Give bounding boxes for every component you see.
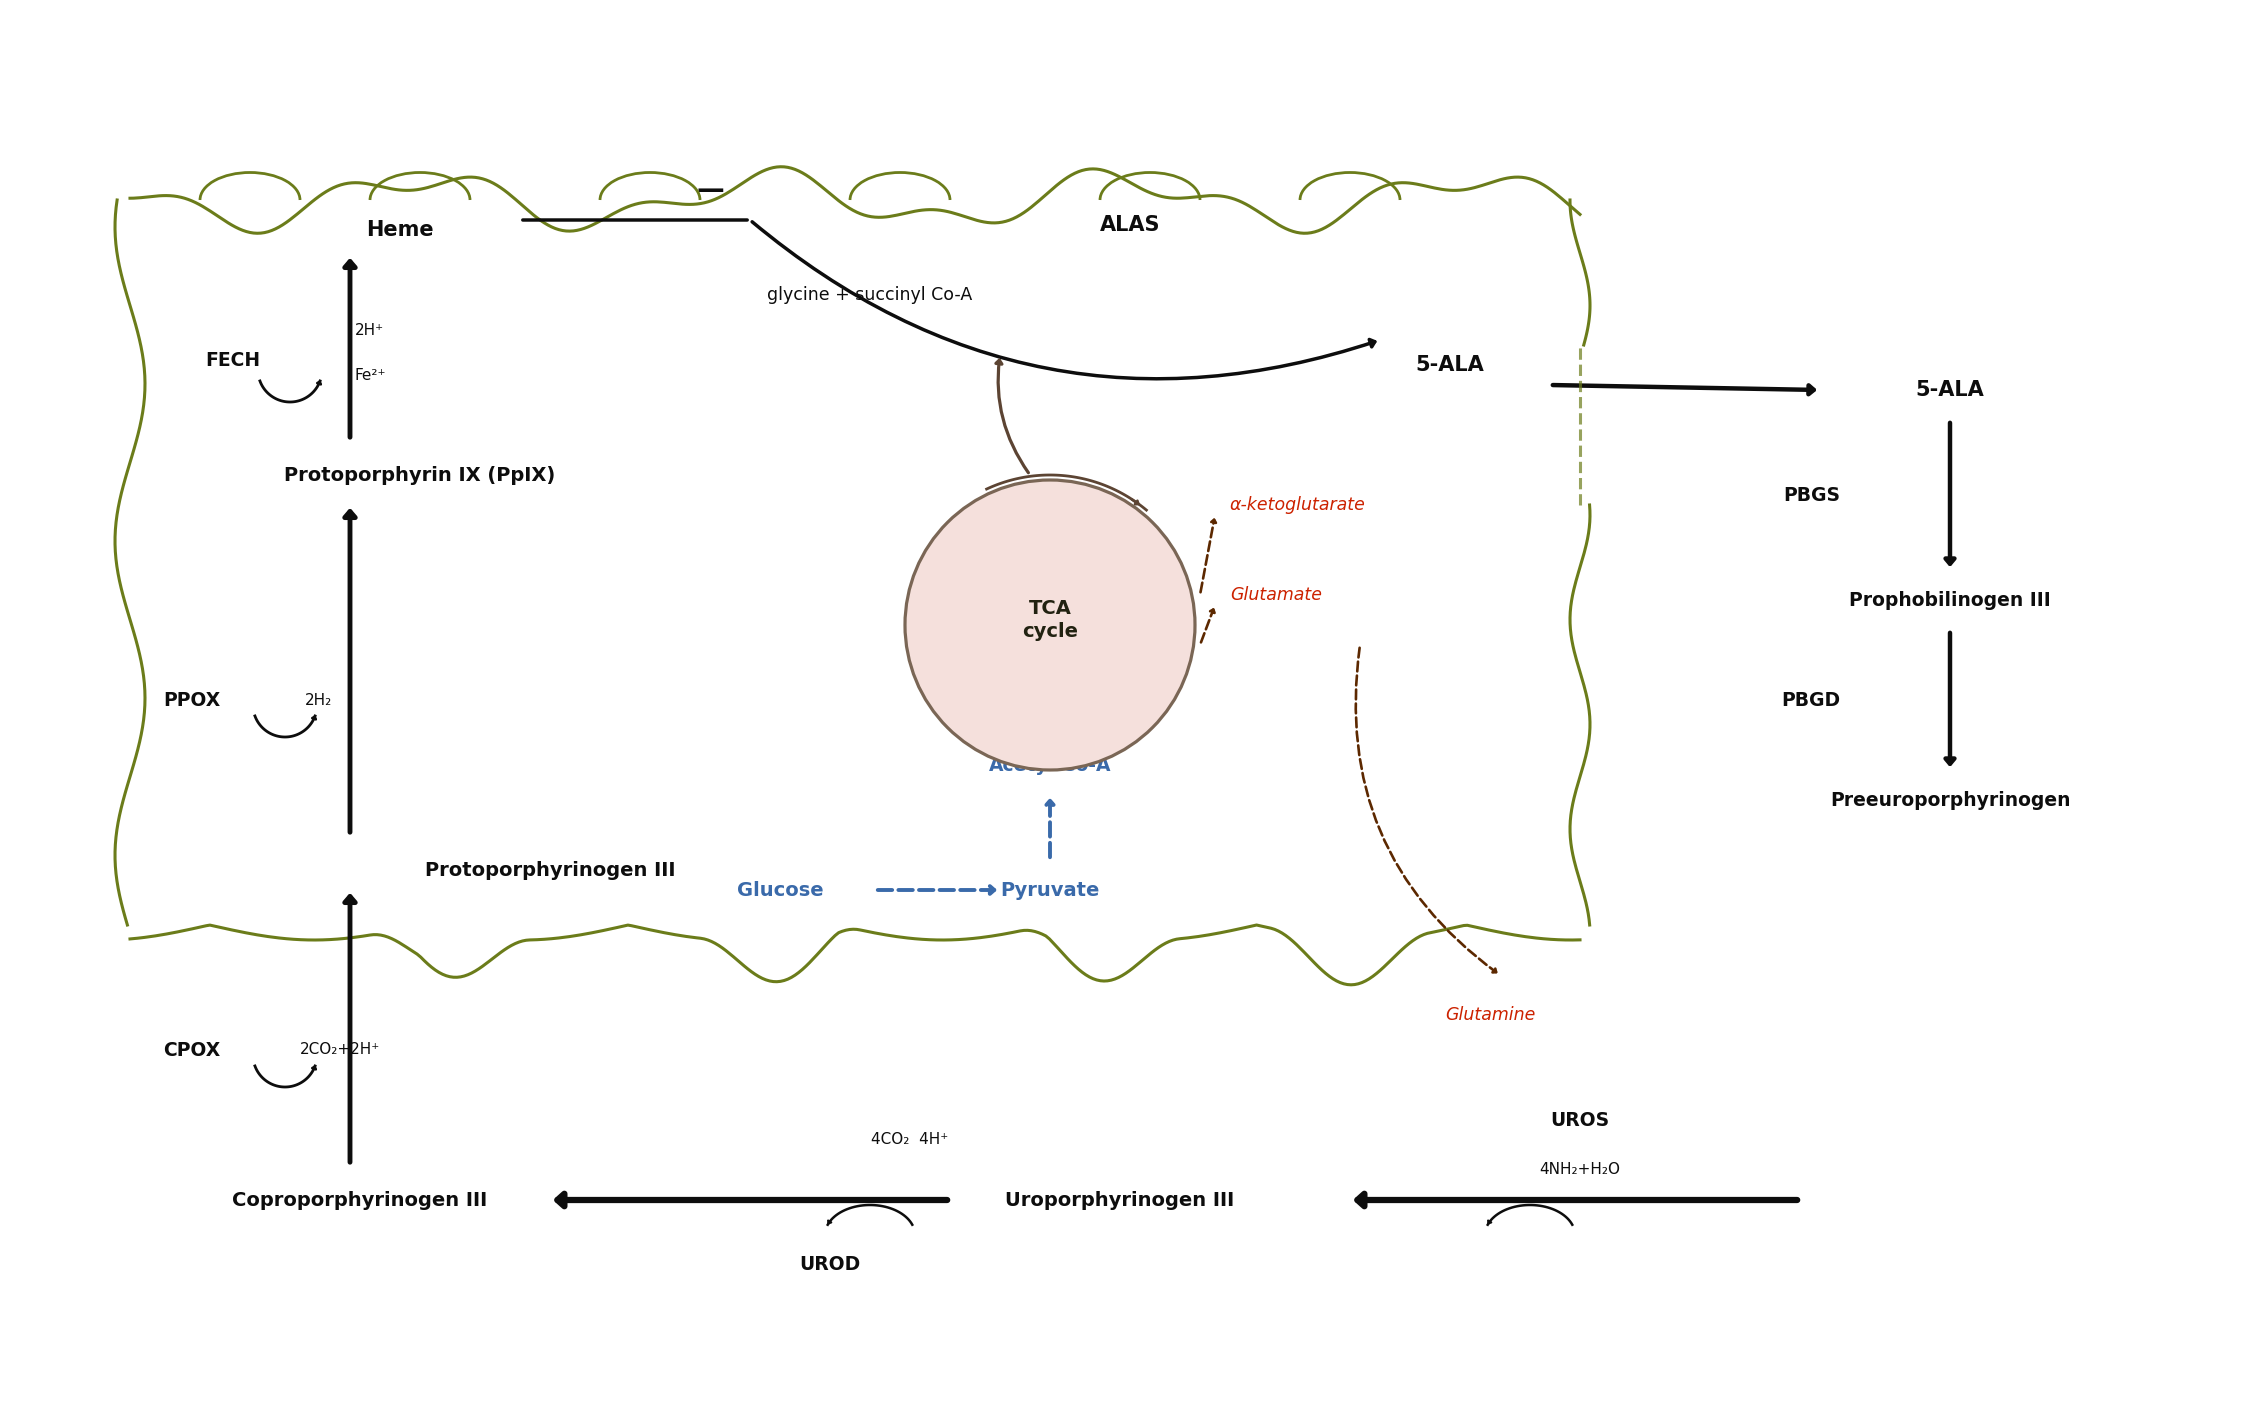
- Text: glycine + succinyl Co-A: glycine + succinyl Co-A: [767, 287, 973, 303]
- Text: 2H₂: 2H₂: [305, 693, 332, 708]
- Text: 4CO₂  4H⁺: 4CO₂ 4H⁺: [871, 1132, 948, 1148]
- Text: 5-ALA: 5-ALA: [1415, 355, 1485, 375]
- Text: —: —: [695, 176, 724, 204]
- Text: Heme: Heme: [366, 221, 433, 240]
- Text: α-ketoglutarate: α-ketoglutarate: [1230, 496, 1365, 514]
- Text: Prophobilinogen III: Prophobilinogen III: [1848, 590, 2052, 610]
- Text: Preeuroporphyrinogen: Preeuroporphyrinogen: [1830, 791, 2070, 809]
- Text: 4NH₂+H₂O: 4NH₂+H₂O: [1539, 1162, 1621, 1177]
- Text: Pyruvate: Pyruvate: [1000, 881, 1099, 899]
- Text: Glutamine: Glutamine: [1444, 1006, 1535, 1024]
- Circle shape: [905, 481, 1194, 770]
- Text: Protoporphyrin IX (PpIX): Protoporphyrin IX (PpIX): [284, 465, 555, 485]
- Text: ALAS: ALAS: [1099, 215, 1160, 235]
- Text: UROD: UROD: [799, 1256, 860, 1274]
- Text: Glutamate: Glutamate: [1230, 586, 1323, 604]
- Text: Acetyl-Co-A: Acetyl-Co-A: [989, 756, 1110, 774]
- Text: PBGS: PBGS: [1783, 486, 1839, 504]
- Text: PBGD: PBGD: [1781, 690, 1839, 710]
- Text: 5-ALA: 5-ALA: [1916, 379, 1984, 400]
- Text: Glucose: Glucose: [736, 881, 824, 899]
- Text: TCA
cycle: TCA cycle: [1022, 599, 1079, 641]
- Text: UROS: UROS: [1551, 1110, 1609, 1130]
- Text: 2H⁺: 2H⁺: [354, 323, 384, 337]
- Text: Fe²⁺: Fe²⁺: [354, 368, 386, 382]
- Text: Protoporphyrinogen III: Protoporphyrinogen III: [424, 860, 675, 880]
- Text: PPOX: PPOX: [163, 690, 219, 710]
- Text: 2CO₂+2H⁺: 2CO₂+2H⁺: [300, 1043, 379, 1058]
- Text: Uroporphyrinogen III: Uroporphyrinogen III: [1004, 1190, 1235, 1210]
- Text: Coproporphyrinogen III: Coproporphyrinogen III: [232, 1190, 488, 1210]
- Text: FECH: FECH: [205, 350, 260, 370]
- Text: CPOX: CPOX: [163, 1041, 219, 1059]
